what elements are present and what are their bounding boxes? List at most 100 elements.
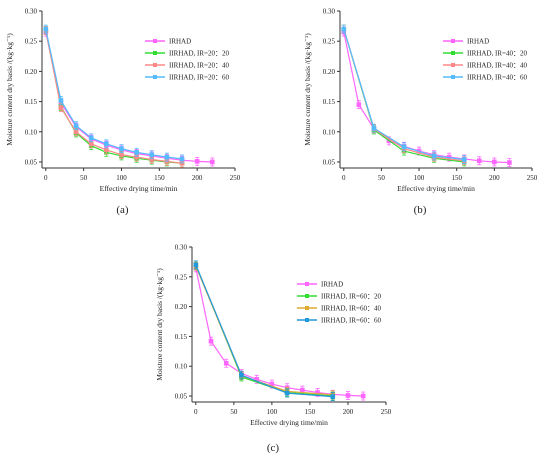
data-point xyxy=(345,393,351,398)
series-line xyxy=(343,28,465,162)
data-point xyxy=(119,152,124,158)
legend-marker-3 xyxy=(305,306,309,310)
panel-label: (c) xyxy=(267,442,280,454)
y-tick-label: 0.05 xyxy=(25,158,38,166)
series-line xyxy=(45,30,183,164)
y-tick-label: 0.10 xyxy=(25,128,38,136)
data-point xyxy=(193,262,199,268)
data-point xyxy=(73,129,79,135)
y-tick-label: 0.05 xyxy=(175,393,188,401)
legend-marker-3 xyxy=(153,63,157,67)
data-point xyxy=(73,123,79,129)
data-point xyxy=(88,135,94,141)
legend-marker-2 xyxy=(305,294,309,298)
data-point xyxy=(194,159,200,164)
data-point xyxy=(209,159,215,165)
y-axis-label: Moisture content dry basis /(kg·kg⁻¹) xyxy=(5,33,14,146)
data-point xyxy=(300,387,305,393)
y-tick-label: 0.15 xyxy=(175,333,188,341)
x-tick-label: 50 xyxy=(378,174,386,182)
series-2 xyxy=(193,260,336,401)
data-point xyxy=(431,153,437,159)
legend-marker-1 xyxy=(305,282,309,286)
legend-label-4: IIRHAD, IR=20：60 xyxy=(169,74,229,82)
y-tick-label: 0.10 xyxy=(323,128,336,136)
data-point xyxy=(371,125,377,131)
legend-label-4: IIRHAD, IR=60：60 xyxy=(321,317,381,325)
x-tick-label: 250 xyxy=(527,174,538,182)
legend-label-1: IRHAD xyxy=(467,38,489,46)
x-tick-label: 150 xyxy=(305,408,316,416)
series-4 xyxy=(43,24,185,164)
legend-label-3: IIRHAD, IR=20：40 xyxy=(169,62,229,70)
chart-panel-3: 0 50 100 150 200 250 0.05 0.10 0.15 0.20 0.25 0.30 E… xyxy=(155,244,392,455)
data-point xyxy=(58,98,64,103)
y-tick-label: 0.30 xyxy=(323,8,336,16)
data-point xyxy=(341,26,347,32)
legend: IRHAD IIRHAD, IR=60：20 IIRHAD, IR=60：40 IIR… xyxy=(297,281,381,325)
legend-label-4: IIRHAD, IR=40：60 xyxy=(467,74,527,82)
series-line xyxy=(195,267,364,397)
x-axis-label: Effective drying time/min xyxy=(250,418,328,427)
chart-panel-2: 0 50 100 150 200 250 0.05 0.10 0.15 0.20 0.25 0.30 E… xyxy=(303,8,538,217)
y-tick-label: 0.20 xyxy=(175,303,188,311)
x-tick-label: 150 xyxy=(154,174,165,182)
x-tick-label: 200 xyxy=(343,408,354,416)
legend-marker-4 xyxy=(451,75,455,79)
legend-label-2: IIRHAD, IR=40：20 xyxy=(467,50,527,58)
y-tick-label: 0.25 xyxy=(25,38,38,46)
x-tick-label: 150 xyxy=(451,174,462,182)
y-axis-label: Moisture content dry basis /(kg·kg⁻¹) xyxy=(303,33,312,146)
data-point xyxy=(149,152,155,158)
x-tick-label: 0 xyxy=(342,174,346,182)
data-point xyxy=(507,160,512,165)
y-tick-label: 0.10 xyxy=(175,363,188,371)
legend-marker-3 xyxy=(451,63,455,67)
series-line xyxy=(45,30,183,164)
y-axis-label: Moisture content dry basis /(kg·kg⁻¹) xyxy=(155,268,164,381)
x-tick-label: 50 xyxy=(230,408,238,416)
y-tick-label: 0.25 xyxy=(323,38,336,46)
legend-label-1: IRHAD xyxy=(169,38,191,46)
legend-label-3: IIRHAD, IR=60：40 xyxy=(321,305,381,313)
data-point xyxy=(43,26,49,32)
data-point xyxy=(164,154,170,160)
data-point xyxy=(239,372,244,378)
legend-label-2: IIRHAD, IR=20：20 xyxy=(169,50,229,58)
legend-marker-1 xyxy=(451,39,455,43)
data-point xyxy=(223,360,229,366)
legend-label-3: IIRHAD, IR=40：40 xyxy=(467,62,527,70)
data-point xyxy=(208,338,214,344)
series-4 xyxy=(341,24,467,164)
x-tick-label: 0 xyxy=(194,408,198,416)
legend-label-2: IIRHAD, IR=60：20 xyxy=(321,293,381,301)
panel-label: (a) xyxy=(116,204,129,216)
x-tick-label: 200 xyxy=(192,174,203,182)
data-point xyxy=(356,102,362,107)
series-line xyxy=(195,265,333,396)
x-axis-label: Effective drying time/min xyxy=(100,184,178,193)
legend: IRHAD IIRHAD, IR=40：20 IIRHAD, IR=40：40 IIR… xyxy=(443,38,527,82)
data-point xyxy=(134,150,139,155)
legend-marker-4 xyxy=(153,75,157,79)
data-point xyxy=(492,159,497,165)
data-point xyxy=(88,141,94,147)
chart-panel-1: 0 50 100 150 200 250 0.05 0.10 0.15 0.20 0.25 0.30 E… xyxy=(5,8,241,217)
y-tick-label: 0.20 xyxy=(323,68,336,76)
data-point xyxy=(461,157,467,162)
y-tick-label: 0.30 xyxy=(175,244,188,252)
legend-marker-2 xyxy=(451,51,455,55)
legend-marker-1 xyxy=(153,39,157,43)
x-axis-label: Effective drying time/min xyxy=(397,184,475,193)
series-line xyxy=(45,31,213,163)
x-tick-label: 200 xyxy=(489,174,500,182)
data-point xyxy=(104,141,109,147)
series-line xyxy=(343,31,510,164)
legend-label-1: IRHAD xyxy=(321,281,343,289)
y-tick-label: 0.30 xyxy=(25,8,38,16)
x-tick-label: 100 xyxy=(267,408,278,416)
data-point xyxy=(284,390,290,396)
y-tick-label: 0.20 xyxy=(25,68,38,76)
data-point xyxy=(360,393,366,399)
